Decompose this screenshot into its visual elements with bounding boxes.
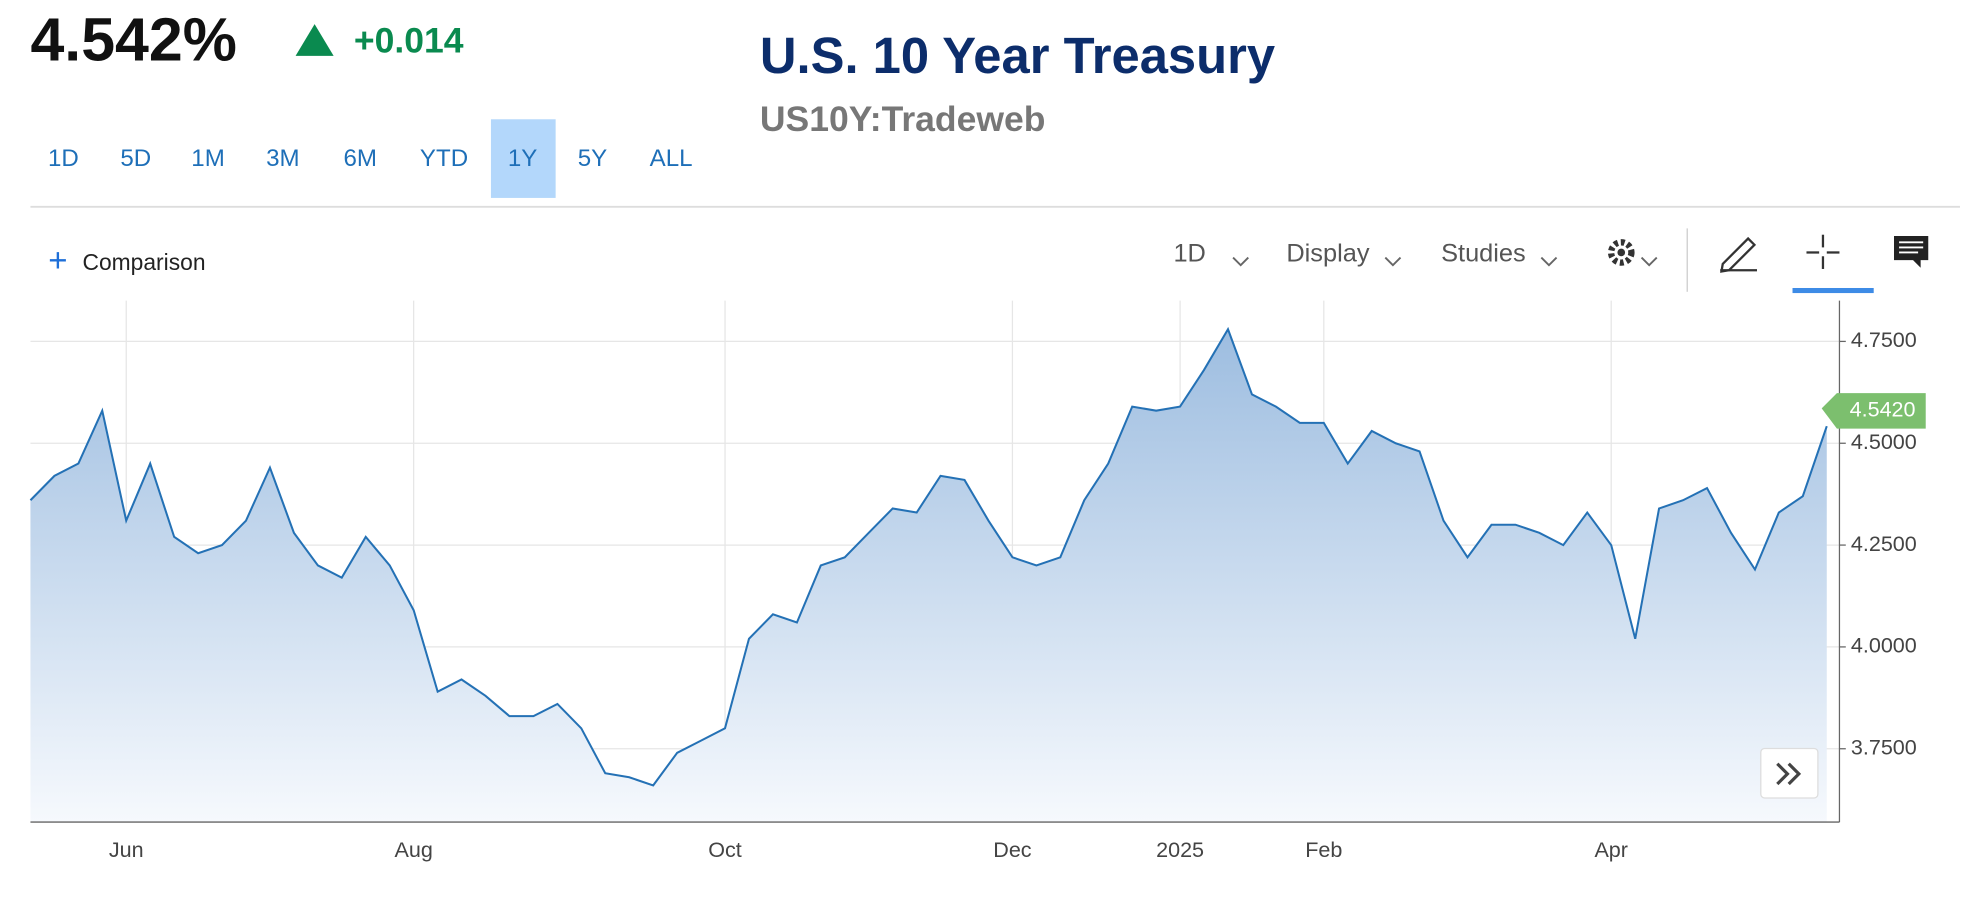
up-arrow: [295, 24, 334, 56]
comparison-button[interactable]: Comparison: [82, 249, 205, 275]
comment-button[interactable]: [1894, 235, 1929, 268]
chevron: [1540, 256, 1558, 267]
range-button[interactable]: 1M: [191, 145, 224, 172]
x-tick-label: Jun: [109, 837, 144, 862]
plot: Jun Aug Oct Dec 2025 Feb Apr 3.7500 4.0000 4.2500…: [29, 300, 1926, 862]
range-buttons: 1D 5D 1M 3M 6M YTD 1Y 5Y ALL: [48, 119, 693, 198]
title: U.S. 10 Year Treasury: [760, 27, 1275, 84]
price: 4.542%: [30, 6, 236, 74]
x-tick-label: 2025: [1156, 837, 1204, 862]
last-price-label: 4.5420: [1850, 397, 1916, 422]
change: +0.014: [354, 21, 464, 61]
y-tick-label: 4.7500: [1851, 327, 1917, 352]
range-button[interactable]: 3M: [266, 145, 299, 172]
range-button[interactable]: 1D: [48, 145, 79, 172]
range-button[interactable]: 6M: [344, 145, 377, 172]
range-button[interactable]: 5D: [120, 145, 151, 172]
range-button[interactable]: ALL: [650, 145, 693, 172]
x-tick-label: Dec: [993, 837, 1032, 862]
chevron: [1384, 256, 1402, 267]
y-tick-label: 4.2500: [1851, 531, 1917, 556]
active-indicator: [1792, 287, 1874, 294]
y-tick-label: 3.7500: [1851, 734, 1917, 759]
expand-button[interactable]: [1760, 747, 1819, 799]
x-tick-label: Apr: [1594, 837, 1628, 862]
range-button[interactable]: 5Y: [578, 145, 607, 172]
area: [30, 329, 1827, 823]
y-tick-label: 4.0000: [1851, 633, 1917, 658]
range-button[interactable]: 1Y: [508, 145, 537, 172]
settings-button[interactable]: [1607, 239, 1658, 267]
y-tick-label: 4.5000: [1851, 429, 1917, 454]
x-tick-label: Oct: [708, 837, 742, 862]
range-button[interactable]: YTD: [420, 145, 468, 172]
crosshair-button[interactable]: [1806, 234, 1840, 269]
x-tick-label: Aug: [394, 837, 432, 862]
line: [29, 326, 1828, 787]
interval-button[interactable]: 1D: [1173, 240, 1205, 268]
range-selected: [490, 119, 556, 198]
display-button[interactable]: Display: [1286, 240, 1369, 268]
studies-button[interactable]: Studies: [1441, 240, 1526, 268]
last-price-badge: [1821, 393, 1926, 429]
draw-button[interactable]: [1720, 236, 1757, 273]
x-tick-label: Feb: [1305, 837, 1342, 862]
subtitle: US10Y:Tradeweb: [760, 99, 1046, 139]
plus-icon[interactable]: +: [48, 241, 67, 278]
chevron: [1232, 256, 1249, 267]
